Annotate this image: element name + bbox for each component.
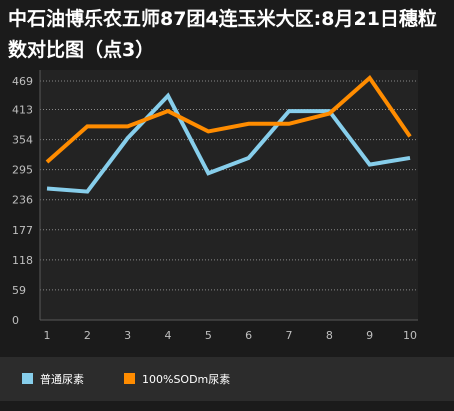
chart-title: 中石油博乐农五师87团4连玉米大区:8月21日穗粒数对比图（点3） <box>8 8 437 61</box>
x-tick-label: 7 <box>286 329 293 342</box>
y-tick-label: 236 <box>12 194 33 207</box>
plot-area <box>40 70 418 320</box>
legend-label-2: 100%SODm尿素 <box>142 373 230 386</box>
legend-box <box>0 357 454 401</box>
x-tick-label: 4 <box>165 329 172 342</box>
x-tick-label: 1 <box>44 329 51 342</box>
x-tick-label: 9 <box>366 329 373 342</box>
x-tick-label: 5 <box>205 329 212 342</box>
y-tick-label: 413 <box>12 104 33 117</box>
legend-swatch-1 <box>22 373 33 384</box>
y-tick-label: 0 <box>12 314 19 327</box>
y-tick-label: 118 <box>12 254 33 267</box>
series-line-1 <box>46 92 411 194</box>
x-tick-label: 8 <box>326 329 333 342</box>
x-tick-label: 2 <box>84 329 91 342</box>
x-tick-label: 3 <box>124 329 131 342</box>
y-tick-label: 354 <box>12 134 33 147</box>
legend-label-1: 普通尿素 <box>40 372 84 386</box>
y-tick-label: 295 <box>12 164 33 177</box>
series-line-2 <box>45 74 412 164</box>
legend-swatch-2 <box>124 373 135 384</box>
y-tick-label: 177 <box>12 224 33 237</box>
x-tick-label: 6 <box>245 329 252 342</box>
y-tick-label: 59 <box>12 284 26 297</box>
x-tick-label: 10 <box>403 329 417 342</box>
y-tick-label: 469 <box>12 75 33 88</box>
